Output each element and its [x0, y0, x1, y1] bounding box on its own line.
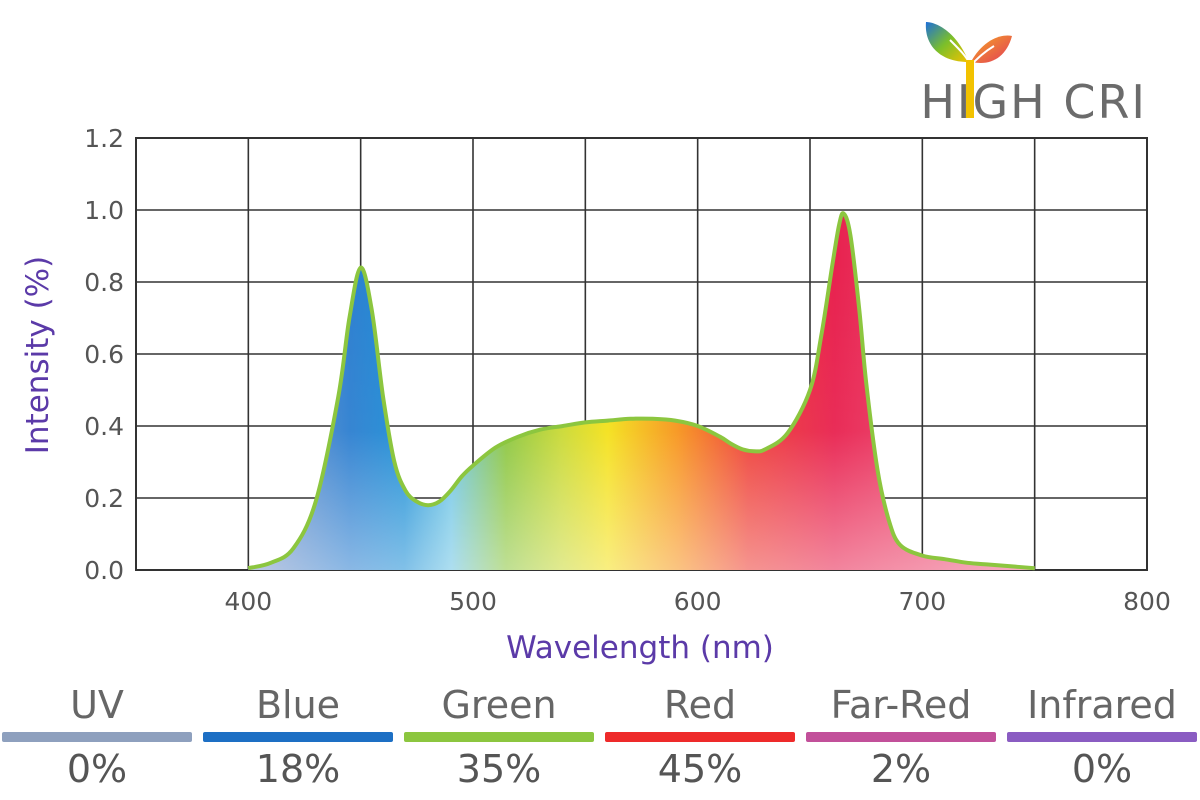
y-tick-label: 0.0: [84, 556, 124, 585]
spectrum-chart: HIGH CRI 0.0 0.2 0.4 0.6 0.8 1.0 1.2 400 500 600…: [20, 22, 1171, 666]
legend-red: Red 45%: [603, 680, 797, 790]
band-legend: UV 0% Blue 18% Green 35% Red 45% Far-Red…: [0, 680, 1200, 790]
spectrum-line: [247, 211, 1035, 571]
legend-color-bar: [404, 732, 594, 742]
y-tick-label: 1.0: [84, 196, 124, 225]
legend-label: Red: [663, 683, 737, 727]
legend-green: Green 35%: [402, 680, 596, 790]
legend-label: Blue: [255, 683, 341, 727]
legend-blue: Blue 18%: [201, 680, 395, 790]
legend-color-bar: [605, 732, 795, 742]
legend-color-bar: [806, 732, 996, 742]
legend-color-bar: [1007, 732, 1197, 742]
legend-uv: UV 0%: [0, 680, 194, 790]
x-tick-label: 600: [674, 587, 722, 616]
legend-percent: 2%: [870, 747, 932, 791]
leaf-logo-icon: [925, 22, 1012, 118]
legend-infrared: Infrared 0%: [1005, 680, 1199, 790]
x-tick-label: 800: [1123, 587, 1171, 616]
y-axis-title: Intensity (%): [20, 256, 56, 454]
legend-percent: 0%: [66, 747, 128, 791]
legend-color-bar: [203, 732, 393, 742]
legend-color-bar: [2, 732, 192, 742]
legend-label: Green: [441, 683, 557, 727]
x-axis-ticks: 400 500 600 700 800: [224, 587, 1170, 616]
y-tick-label: 0.6: [84, 340, 124, 369]
x-tick-label: 700: [898, 587, 946, 616]
y-tick-label: 0.2: [84, 484, 124, 513]
legend-percent: 45%: [657, 747, 743, 791]
logo-text: HIGH CRI: [920, 75, 1147, 129]
y-tick-label: 1.2: [84, 124, 124, 153]
legend-label: Far-Red: [830, 683, 972, 727]
legend-percent: 18%: [255, 747, 341, 791]
spectrum-area-fade: [248, 213, 1035, 570]
x-tick-label: 400: [224, 587, 272, 616]
plot-area: [247, 211, 1035, 571]
x-axis-title: Wavelength (nm): [506, 630, 774, 666]
legend-percent: 35%: [456, 747, 542, 791]
legend-label: Infrared: [1027, 683, 1177, 727]
high-cri-logo: HIGH CRI: [920, 22, 1147, 129]
y-tick-label: 0.8: [84, 268, 124, 297]
x-tick-label: 500: [449, 587, 497, 616]
legend-label: UV: [70, 683, 124, 727]
y-tick-label: 0.4: [84, 412, 124, 441]
legend-far-red: Far-Red 2%: [804, 680, 998, 790]
y-axis-ticks: 0.0 0.2 0.4 0.6 0.8 1.0 1.2: [84, 124, 124, 585]
legend-percent: 0%: [1071, 747, 1133, 791]
